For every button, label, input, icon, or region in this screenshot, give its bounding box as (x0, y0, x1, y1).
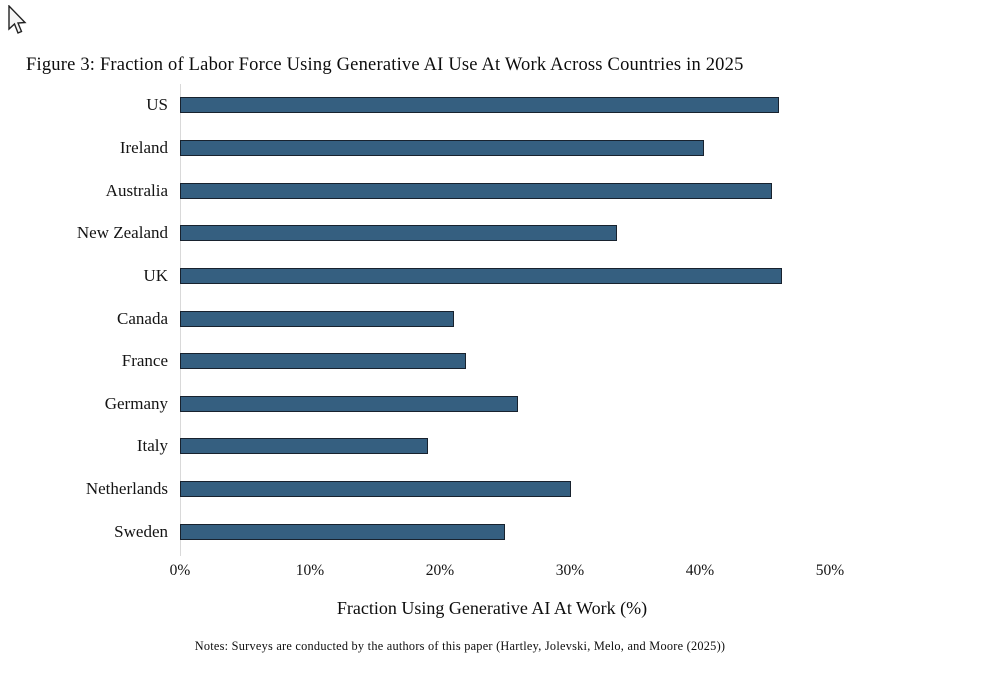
bar-france (180, 353, 466, 370)
bar-australia (180, 182, 772, 199)
category-label: US (146, 95, 168, 115)
bar-canada (180, 310, 455, 327)
category-label: Italy (136, 436, 168, 456)
x-tick-label: 10% (295, 562, 325, 579)
figure-title: Figure 3: Fraction of Labor Force Using … (26, 55, 744, 75)
category-label: Netherlands (85, 479, 168, 499)
category-label: Sweden (114, 521, 168, 541)
category-label: Germany (104, 393, 168, 413)
bar-uk (180, 267, 782, 284)
bar-ireland (180, 139, 704, 156)
category-label: UK (143, 265, 168, 285)
x-tick-label: 30% (555, 562, 585, 579)
bar-netherlands (180, 481, 572, 498)
mouse-cursor-icon (8, 5, 27, 34)
bar-italy (180, 438, 429, 455)
figure-notes: Notes: Surveys are conducted by the auth… (194, 639, 726, 653)
bar-germany (180, 395, 518, 412)
category-label: New Zealand (76, 223, 168, 243)
x-tick-label: 50% (815, 562, 845, 579)
bar-new-zealand (180, 225, 617, 242)
category-label: Australia (105, 180, 168, 200)
x-tick-label: 0% (169, 562, 191, 579)
category-label: Ireland (119, 137, 168, 157)
bar-sweden (180, 523, 505, 540)
category-label: France (121, 351, 168, 371)
x-tick-label: 40% (685, 562, 715, 579)
x-axis-label: Fraction Using Generative AI At Work (%) (336, 598, 648, 618)
bar-us (180, 97, 780, 114)
category-label: Canada (117, 308, 168, 328)
x-tick-label: 20% (425, 562, 455, 579)
